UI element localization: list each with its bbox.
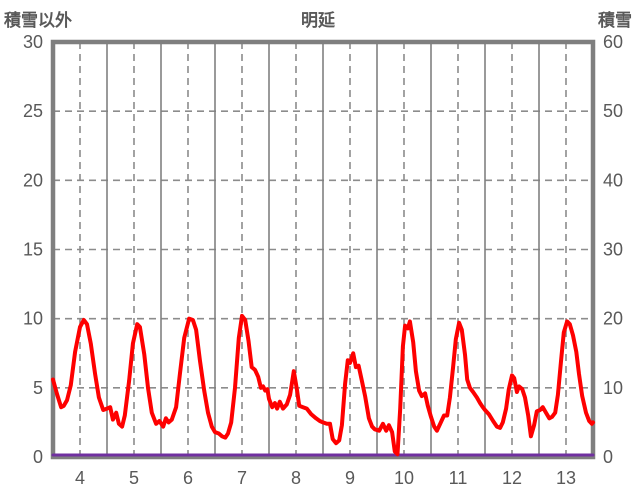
x-axis-tick: 7 [237,468,247,488]
right-axis-tick: 60 [603,32,623,52]
x-axis-tick: 6 [183,468,193,488]
right-axis-tick: 50 [603,101,623,121]
x-axis-tick: 10 [394,468,414,488]
left-axis-tick: 10 [23,309,43,329]
series-line-積雪以外 [51,313,595,457]
plot-frame [50,39,596,460]
left-axis-tick: 20 [23,170,43,190]
right-axis-title: 積雪 [598,11,632,30]
x-axis-tick: 12 [502,468,522,488]
right-axis-tick: 40 [603,170,623,190]
left-axis-tick: 0 [33,447,43,467]
x-axis-tick: 11 [449,468,468,488]
left-axis-tick: 15 [23,240,43,260]
left-axis-tick: 25 [23,101,43,121]
x-axis-tick: 5 [129,468,139,488]
right-axis-tick: 0 [603,447,613,467]
x-axis-tick: 13 [556,468,576,488]
right-axis-tick: 10 [603,378,623,398]
chart-title: 明延 [301,11,335,30]
left-axis-title: 積雪以外 [4,11,72,30]
x-axis-tick: 9 [345,468,355,488]
right-axis-tick: 30 [603,240,623,260]
x-axis-tick: 8 [291,468,301,488]
left-axis-tick: 30 [23,32,43,52]
left-axis-tick: 5 [33,378,43,398]
x-axis-tick: 4 [75,468,85,488]
right-axis-tick: 20 [603,309,623,329]
